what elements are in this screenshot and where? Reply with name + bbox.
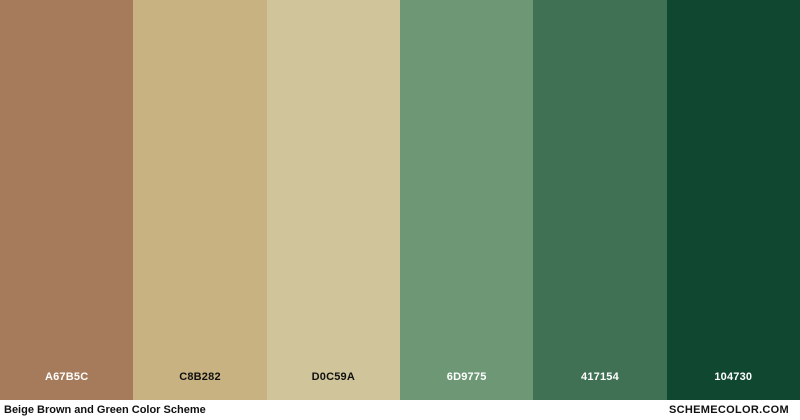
color-swatch: D0C59A: [266, 0, 400, 400]
swatch-hex-label: 6D9775: [446, 371, 487, 383]
color-swatch: 6D9775: [399, 0, 534, 400]
swatch-hex-label: 417154: [581, 371, 619, 383]
color-swatch: 104730: [666, 0, 800, 400]
scheme-title: Beige Brown and Green Color Scheme: [4, 404, 206, 416]
color-palette: A67B5C C8B282 D0C59A 6D9775 417154 10473…: [0, 0, 800, 400]
swatch-hex-label: C8B282: [179, 371, 221, 383]
site-name: SCHEMECOLOR.COM: [669, 404, 789, 416]
swatch-hex-label: A67B5C: [44, 371, 89, 383]
color-swatch: C8B282: [133, 0, 267, 400]
color-swatch: 417154: [533, 0, 667, 400]
footer-bar: Beige Brown and Green Color Scheme SCHEM…: [0, 400, 800, 420]
color-swatch: A67B5C: [0, 0, 134, 400]
swatch-hex-label: D0C59A: [311, 371, 356, 383]
swatch-hex-label: 104730: [714, 371, 753, 383]
